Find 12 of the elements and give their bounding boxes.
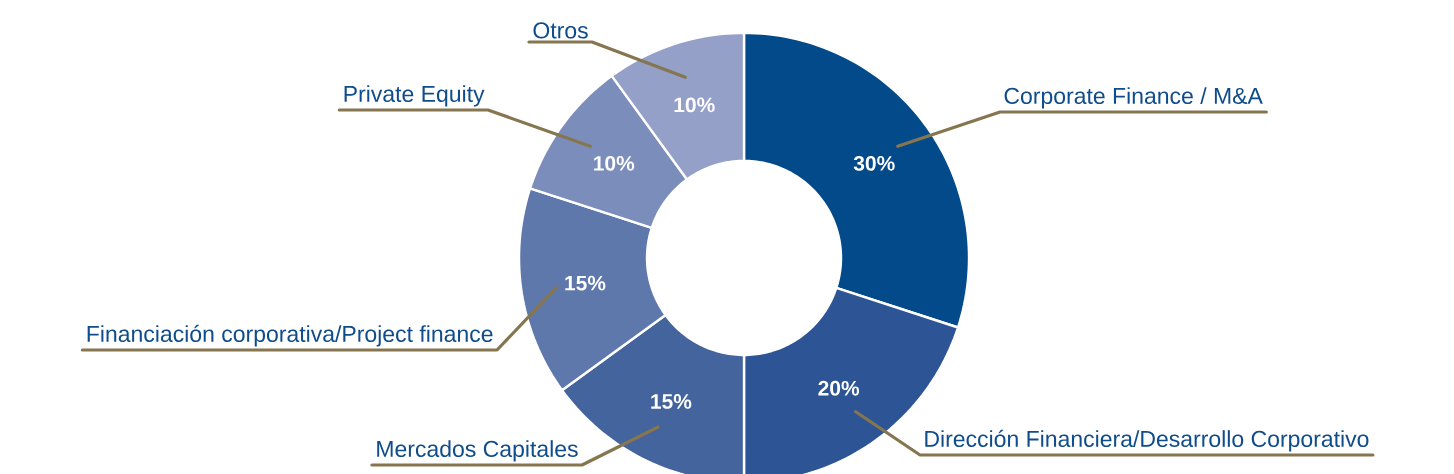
- slice-label: Otros: [533, 22, 588, 39]
- slice-label: Corporate Finance / M&A: [1004, 87, 1263, 109]
- data-label: 15%: [651, 394, 692, 409]
- slice-label: Financiación corporativa/Project finance: [87, 324, 493, 347]
- slice-label: Dirección Financiera/Desarrollo Corporativo: [925, 429, 1369, 452]
- slice-label: Private Equity: [344, 85, 485, 107]
- data-label: 15%: [565, 275, 606, 291]
- data-label: 10%: [594, 155, 635, 171]
- data-label: 20%: [818, 380, 860, 396]
- data-label: 10%: [674, 97, 715, 113]
- data-label: 30%: [853, 155, 895, 171]
- slice-label: Mercados Capitales: [377, 440, 578, 462]
